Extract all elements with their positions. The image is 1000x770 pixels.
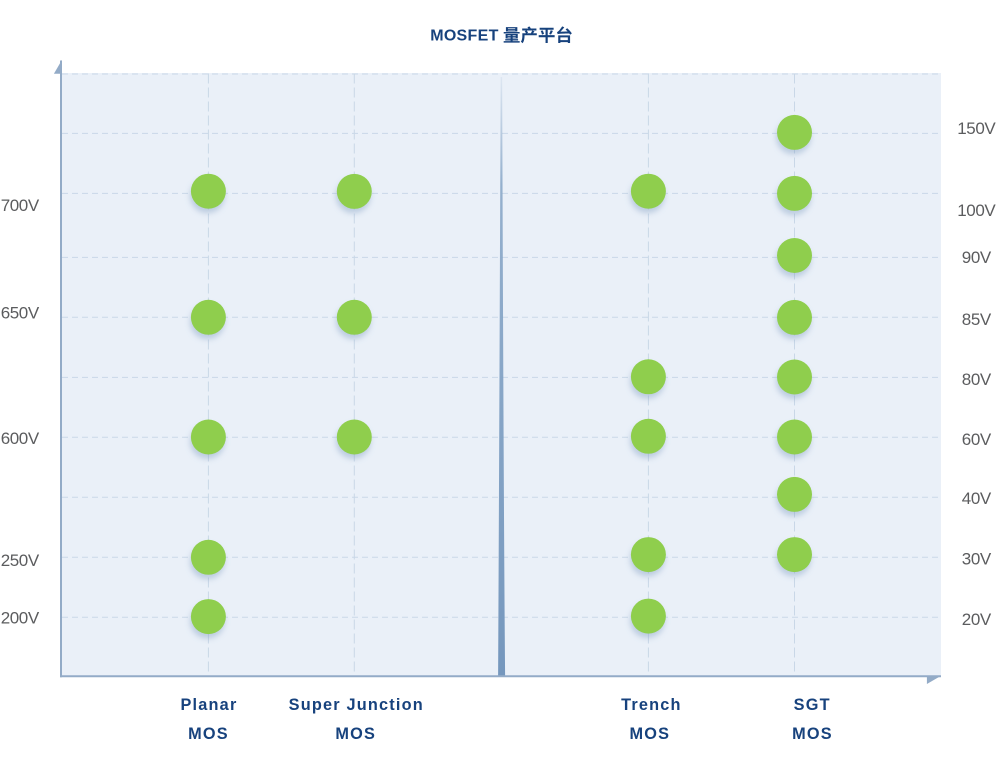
svg-text:MOS: MOS bbox=[792, 725, 833, 743]
svg-text:MOSFET: MOSFET bbox=[430, 28, 498, 45]
svg-text:Trench: Trench bbox=[621, 696, 682, 714]
svg-text:Planar: Planar bbox=[181, 696, 238, 714]
svg-text:700V: 700V bbox=[1, 196, 40, 215]
svg-text:150V: 150V bbox=[957, 119, 996, 138]
svg-text:600V: 600V bbox=[1, 429, 40, 448]
svg-text:650V: 650V bbox=[1, 304, 40, 323]
svg-text:SGT: SGT bbox=[794, 696, 831, 714]
svg-text:100V: 100V bbox=[957, 201, 996, 220]
svg-text:85V: 85V bbox=[962, 310, 992, 329]
svg-text:MOS: MOS bbox=[335, 725, 376, 743]
svg-text:40V: 40V bbox=[962, 489, 992, 508]
svg-text:MOS: MOS bbox=[188, 725, 229, 743]
svg-text:200V: 200V bbox=[1, 608, 40, 627]
svg-text:80V: 80V bbox=[962, 370, 992, 389]
svg-text:MOS: MOS bbox=[629, 725, 670, 743]
svg-text:20V: 20V bbox=[962, 610, 992, 629]
svg-text:250V: 250V bbox=[1, 551, 40, 570]
svg-text:Super Junction: Super Junction bbox=[289, 696, 424, 714]
svg-text:30V: 30V bbox=[962, 549, 992, 568]
svg-text:60V: 60V bbox=[962, 430, 992, 449]
svg-text:90V: 90V bbox=[962, 248, 992, 267]
